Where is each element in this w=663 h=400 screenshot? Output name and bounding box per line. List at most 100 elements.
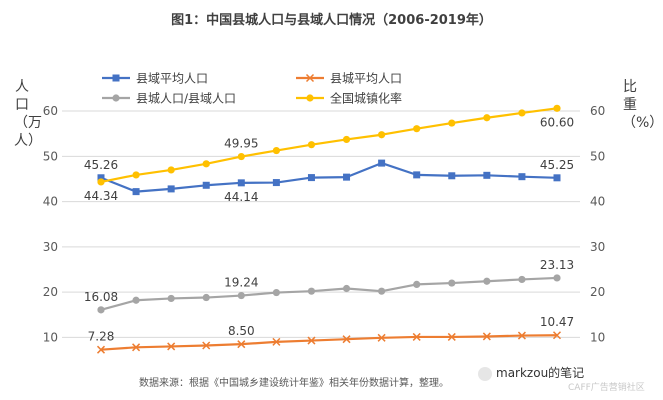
y-tick-left-20: 20: [43, 285, 58, 299]
point-3-9: [413, 125, 421, 133]
point-2-2: [167, 294, 175, 303]
data-label-5: 60.60: [540, 115, 574, 129]
point-3-12: [518, 109, 526, 117]
data-label-1: 45.25: [540, 158, 574, 172]
point-0-11: [483, 171, 491, 179]
y-tick-left-30: 30: [43, 240, 58, 254]
point-0-1: [132, 188, 140, 196]
point-2-4: [237, 291, 245, 300]
legend-label-0: 县域平均人口: [136, 72, 208, 86]
y-tick-left-60: 60: [43, 104, 58, 118]
point-0-10: [448, 172, 456, 180]
y-tick-right-20: 20: [590, 285, 605, 299]
point-0-6: [307, 174, 315, 182]
point-3-2: [167, 166, 175, 174]
point-0-13: [553, 174, 561, 182]
point-3-10: [448, 119, 456, 127]
y-tick-right-60: 60: [590, 104, 605, 118]
legend-item-2: 县城人口/县域人口: [102, 92, 236, 106]
legend-item-3: 全国城镇化率: [296, 91, 402, 106]
point-1-13: [552, 331, 562, 340]
gridlines: [62, 110, 580, 338]
legend-marker-0: [112, 74, 120, 82]
point-2-1: [132, 296, 140, 304]
point-3-5: [272, 146, 280, 155]
data-label-7: 19.24: [224, 276, 258, 290]
point-3-1: [132, 171, 140, 179]
point-3-0: [97, 178, 105, 186]
series-line-0: [100, 162, 558, 193]
y-axis-left-ticks: 10 20 30 40 50 60: [43, 104, 58, 344]
point-0-4: [237, 179, 245, 187]
watermark: markzou的笔记: [478, 364, 584, 381]
legend-marker-2: [112, 94, 120, 102]
chart-title: 图1：中国县城人口与县域人口情况（2006-2019年）: [171, 13, 492, 28]
legend-label-2: 县城人口/县域人口: [136, 92, 236, 106]
data-source-note: 数据来源：根据《中国城乡建设统计年鉴》相关年份数据计算，整理。: [139, 378, 449, 389]
y-tick-left-10: 10: [43, 330, 58, 344]
point-2-6: [307, 287, 316, 295]
y-tick-right-30: 30: [590, 240, 605, 254]
point-3-4: [237, 152, 245, 161]
data-label-0: 45.26: [84, 158, 118, 172]
point-1-12: [517, 331, 526, 340]
point-2-13: [553, 274, 561, 282]
point-0-7: [343, 173, 351, 181]
point-0-3: [202, 181, 210, 189]
legend-label-1: 县城平均人口: [330, 72, 402, 86]
legend-item-0: 县域平均人口: [102, 72, 208, 86]
point-1-0: [96, 345, 106, 354]
point-0-9: [413, 171, 421, 179]
point-2-7: [342, 284, 351, 293]
point-1-8: [377, 333, 386, 342]
point-1-4: [237, 340, 246, 349]
series-line-3: [100, 107, 558, 184]
point-3-7: [342, 135, 351, 144]
data-labels: 45.26 45.25 44.34 44.14 49.95 60.60 16.08 19.24…: [84, 115, 574, 343]
legend-marker-3: [306, 94, 314, 102]
point-0-5: [272, 179, 280, 187]
point-0-8: [378, 159, 386, 167]
point-3-3: [202, 160, 210, 168]
point-1-3: [202, 341, 211, 350]
point-1-6: [307, 336, 316, 345]
point-2-11: [483, 277, 491, 285]
point-1-11: [482, 332, 491, 341]
data-label-10: 8.50: [228, 324, 255, 338]
watermark-text: markzou的笔记: [496, 366, 585, 380]
point-1-9: [412, 332, 421, 341]
y-tick-left-40: 40: [43, 195, 58, 209]
point-1-10: [447, 332, 456, 341]
point-2-12: [518, 275, 526, 284]
series-line-2: [100, 276, 558, 311]
data-label-3: 44.14: [224, 190, 258, 204]
watermark-secondary: CAFF广告营销社区: [568, 383, 645, 393]
point-3-6: [307, 141, 316, 149]
y-tick-left-50: 50: [43, 149, 58, 163]
y-tick-right-10: 10: [590, 330, 605, 344]
point-1-1: [132, 343, 141, 352]
point-2-0: [97, 306, 105, 314]
data-label-8: 23.13: [540, 258, 574, 272]
point-3-8: [378, 131, 386, 139]
legend-label-3: 全国城镇化率: [330, 91, 402, 106]
point-3-13: [553, 104, 561, 112]
data-label-2: 44.34: [84, 189, 118, 203]
legend-item-1: 县城平均人口: [296, 72, 402, 86]
series-1: [96, 331, 562, 354]
point-2-8: [378, 287, 386, 295]
y-tick-right-50: 50: [590, 149, 605, 163]
series-line-1: [100, 334, 558, 351]
y-tick-right-40: 40: [590, 195, 605, 209]
series-2: [97, 274, 561, 314]
point-0-12: [518, 173, 526, 181]
point-1-7: [342, 335, 351, 344]
y-axis-right-ticks: 10 20 30 40 50 60: [590, 104, 605, 344]
data-label-6: 16.08: [84, 290, 118, 304]
legend-marker-1: [305, 73, 315, 83]
series-lines: [96, 104, 562, 354]
point-0-0: [97, 174, 105, 182]
point-1-2: [167, 342, 176, 351]
